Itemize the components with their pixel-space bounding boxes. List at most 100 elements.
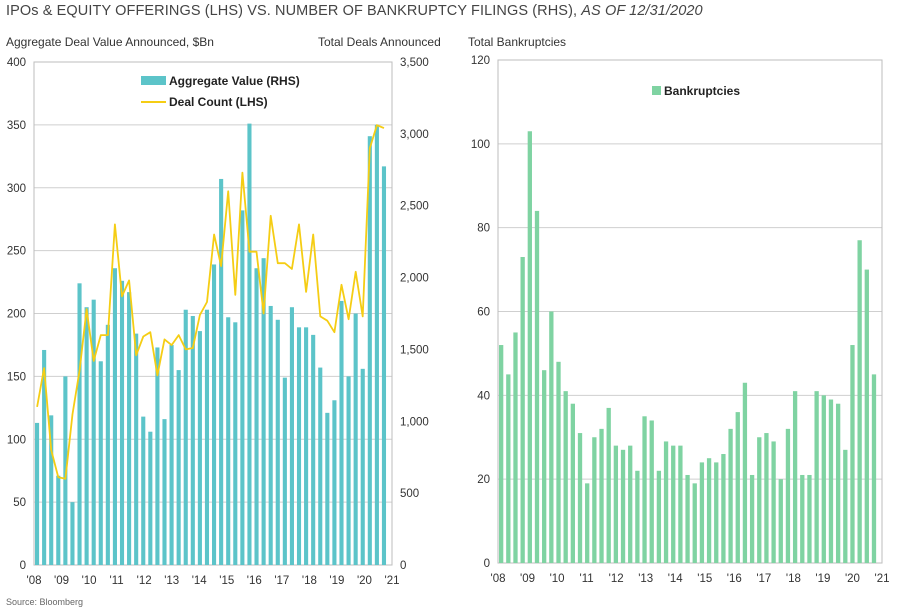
bankruptcy-bar (592, 437, 597, 563)
aggregate-value-bar (176, 370, 181, 565)
bankruptcy-bar (513, 332, 518, 563)
bankruptcy-bar (728, 428, 733, 563)
aggregate-value-bar (91, 299, 96, 565)
right-axis-title: Total Deals Announced (318, 35, 441, 49)
bankruptcy-bar (585, 483, 590, 563)
bankruptcy-bar (606, 407, 611, 563)
bankruptcy-bar (663, 441, 669, 563)
bankruptcy-bar (692, 483, 697, 563)
left-tick-label: 150 (7, 371, 26, 383)
x-tick-label: '14 (192, 575, 208, 587)
aggregate-value-bar (374, 124, 379, 565)
aggregate-value-bar (127, 292, 132, 565)
right-tick-label: 1,500 (400, 344, 429, 356)
x-tick-label: '11 (110, 575, 124, 587)
bankruptcy-bar (792, 391, 798, 563)
legend-label-deal-count: Deal Count (LHS) (169, 95, 268, 109)
aggregate-value-bar (148, 431, 153, 565)
aggregate-value-bar (289, 307, 294, 565)
bankruptcy-bar (807, 474, 812, 563)
bankruptcy-bar (699, 462, 705, 563)
bankruptcy-bar (685, 474, 690, 563)
legend-label-bankruptcies: Bankruptcies (664, 84, 740, 98)
legend-swatch-bankruptcies (652, 86, 661, 95)
x-tick-label: '12 (609, 573, 624, 585)
right-tick-label: 0 (400, 560, 406, 572)
aggregate-value-bar (190, 316, 195, 565)
aggregate-value-bar (204, 309, 210, 565)
aggregate-value-bar (339, 300, 344, 565)
x-tick-label: '20 (357, 575, 372, 587)
aggregate-value-bar (247, 123, 252, 566)
bankruptcy-bar (556, 361, 561, 563)
x-tick-label: '10 (82, 575, 97, 587)
bankruptcy-bar (499, 345, 504, 563)
aggregate-value-bar (254, 268, 259, 565)
aggregate-value-bar (98, 361, 103, 565)
bankruptcy-bar (620, 449, 626, 563)
plot-frame (497, 59, 883, 564)
left-tick-label: 300 (7, 183, 26, 195)
aggregate-value-bar (261, 258, 266, 565)
x-tick-label: '10 (550, 573, 565, 585)
x-tick-label: '17 (274, 575, 289, 587)
y-tick-label: 20 (477, 474, 490, 486)
source-note: Source: Bloomberg (6, 597, 84, 607)
bankruptcy-bar (714, 462, 719, 563)
aggregate-value-bar (70, 502, 75, 565)
bankruptcy-bar (628, 445, 633, 563)
left-axis-title: Aggregate Deal Value Announced, $Bn (6, 35, 214, 49)
left-tick-label: 0 (20, 560, 26, 572)
right-tick-label: 2,000 (400, 273, 429, 285)
right-tick-label: 1,000 (400, 416, 429, 428)
x-tick-label: '15 (219, 575, 234, 587)
bankruptcy-bar (757, 437, 762, 563)
y-tick-label: 40 (477, 390, 490, 402)
chart-title: IPOs & EQUITY OFFERINGS (LHS) VS. NUMBER… (6, 3, 703, 19)
aggregate-value-bar (226, 317, 231, 565)
y-tick-label: 60 (477, 307, 490, 319)
right-tick-label: 500 (400, 488, 419, 500)
aggregate-value-bar (268, 305, 273, 565)
bankruptcy-bar (599, 428, 604, 563)
legend-label-aggregate: Aggregate Value (RHS) (169, 74, 300, 88)
x-tick-label: '19 (329, 575, 344, 587)
bankruptcy-bar (613, 445, 619, 563)
aggregate-value-bar (162, 419, 167, 565)
bankruptcy-bar (520, 257, 525, 563)
aggregate-value-bar (360, 368, 365, 565)
bankruptcy-bar (785, 428, 791, 563)
x-tick-label: '09 (54, 575, 69, 587)
bankruptcy-bar (778, 479, 783, 563)
bankruptcy-bar (542, 370, 547, 563)
x-tick-label: '17 (756, 573, 771, 585)
bankruptcy-bar (843, 449, 848, 563)
ipo-equity-chart: 0 50 100 150 200 250 300 350 400 0 500 1,000 1,500 2,… (7, 57, 429, 587)
right-tick-label: 3,500 (400, 57, 429, 69)
left-tick-label: 100 (7, 434, 26, 446)
bankruptcy-bar (656, 470, 662, 563)
x-tick-label: '18 (786, 573, 801, 585)
x-tick-label: '21 (385, 575, 400, 587)
bankruptcy-bar (749, 474, 755, 563)
bankruptcy-bar (678, 445, 683, 563)
aggregate-value-bar (134, 333, 139, 565)
aggregate-value-bar (141, 416, 146, 565)
aggregate-value-bar (56, 475, 61, 565)
y-tick-label: 120 (471, 55, 490, 67)
x-tick-label: '18 (302, 575, 317, 587)
aggregate-value-bar (296, 327, 302, 565)
bankruptcy-bar (642, 416, 647, 563)
bankruptcy-bar (506, 374, 511, 563)
left-tick-label: 400 (7, 57, 26, 69)
aggregate-value-bar (282, 377, 287, 565)
bankruptcy-bar (721, 454, 726, 563)
bankruptcy-bar (828, 399, 834, 563)
aggregate-value-bar (63, 376, 68, 565)
aggregate-value-bar (275, 319, 280, 565)
x-tick-label: '08 (491, 573, 506, 585)
left-tick-label: 200 (7, 309, 26, 321)
x-tick-label: '15 (697, 573, 712, 585)
bankruptcy-bar (649, 420, 654, 563)
